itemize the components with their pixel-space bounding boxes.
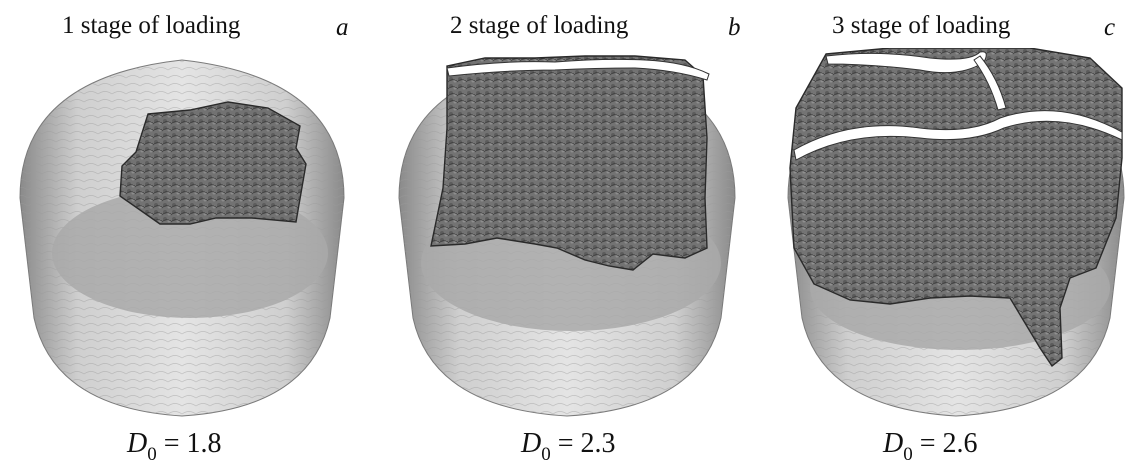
stage-title-c: 3 stage of loading — [832, 12, 1011, 39]
damage-zone-a — [119, 101, 307, 225]
specimen-image-b — [398, 55, 736, 417]
fractal-dimension-a: D0 = 1.8 — [127, 428, 222, 465]
panel-b: 2 stage of loading b — [385, 0, 745, 472]
panel-a: 1 stage of loading a — [0, 0, 360, 472]
inner-floor-a — [52, 188, 328, 318]
damage-zone-b — [430, 55, 708, 271]
fractal-dimension-c: D0 = 2.6 — [883, 428, 978, 465]
fracture-crack-c-2 — [793, 110, 1123, 161]
panel-letter-b: b — [728, 14, 741, 41]
fractal-dimension-b: D0 = 2.3 — [521, 428, 616, 465]
specimen-image-a — [19, 59, 345, 417]
stage-title-a: 1 stage of loading — [62, 12, 241, 39]
panel-c: 3 stage of loading c — [770, 0, 1125, 472]
fracture-crack-c-1 — [825, 51, 987, 74]
specimen-image-c — [787, 48, 1125, 417]
fracture-crack-b — [446, 58, 710, 81]
panel-letter-c: c — [1104, 14, 1116, 41]
panel-letter-a: a — [336, 14, 349, 41]
fracture-crack-c-3 — [973, 55, 1007, 111]
stage-title-b: 2 stage of loading — [450, 12, 629, 39]
